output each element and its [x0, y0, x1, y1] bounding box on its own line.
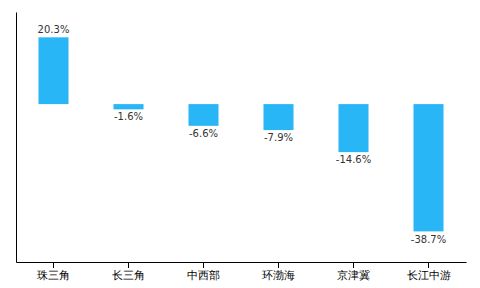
x-tick-mark — [278, 262, 279, 268]
data-label: -7.9% — [264, 132, 293, 143]
data-label: 20.3% — [38, 24, 70, 35]
x-tick-mark — [353, 262, 354, 268]
bar — [264, 104, 294, 130]
bar — [189, 104, 219, 126]
x-tick: 环渤海 — [262, 262, 295, 281]
chart: 珠三角 长三角 中西部 环渤海 京津冀 长江中游 20.3% -1.6% -6.6% -7.9% -… — [0, 0, 480, 288]
x-tick-label: 珠三角 — [37, 269, 70, 281]
x-tick-mark — [53, 262, 54, 268]
x-tick-label: 长三角 — [112, 269, 145, 281]
x-axis-line — [17, 262, 467, 263]
data-labels: 20.3% -1.6% -6.6% -7.9% -14.6% -38.7% — [38, 24, 447, 244]
x-tick-mark — [203, 262, 204, 268]
data-label: -38.7% — [411, 234, 446, 245]
data-label: -14.6% — [336, 154, 371, 165]
bar — [414, 104, 444, 231]
x-axis: 珠三角 长三角 中西部 环渤海 京津冀 长江中游 — [17, 262, 467, 281]
x-tick: 珠三角 — [37, 262, 70, 281]
bar — [339, 104, 369, 152]
bar — [114, 104, 144, 109]
x-tick: 中西部 — [187, 262, 220, 281]
x-tick-label: 京津冀 — [337, 269, 370, 281]
x-tick-mark — [428, 262, 429, 268]
x-tick: 长三角 — [112, 262, 145, 281]
x-tick: 长江中游 — [407, 262, 451, 281]
data-label: -6.6% — [189, 128, 218, 139]
x-tick: 京津冀 — [337, 262, 370, 281]
y-axis-line — [16, 13, 17, 263]
x-tick-label: 环渤海 — [262, 269, 295, 281]
x-tick-label: 中西部 — [187, 269, 220, 281]
plot: 珠三角 长三角 中西部 环渤海 京津冀 长江中游 20.3% -1.6% -6.6% -7.9% -… — [17, 13, 467, 281]
x-tick-mark — [128, 262, 129, 268]
y-axis — [16, 13, 17, 263]
x-tick-label: 长江中游 — [407, 269, 451, 281]
data-label: -1.6% — [114, 111, 143, 122]
bars — [39, 37, 444, 231]
bar — [39, 37, 69, 104]
